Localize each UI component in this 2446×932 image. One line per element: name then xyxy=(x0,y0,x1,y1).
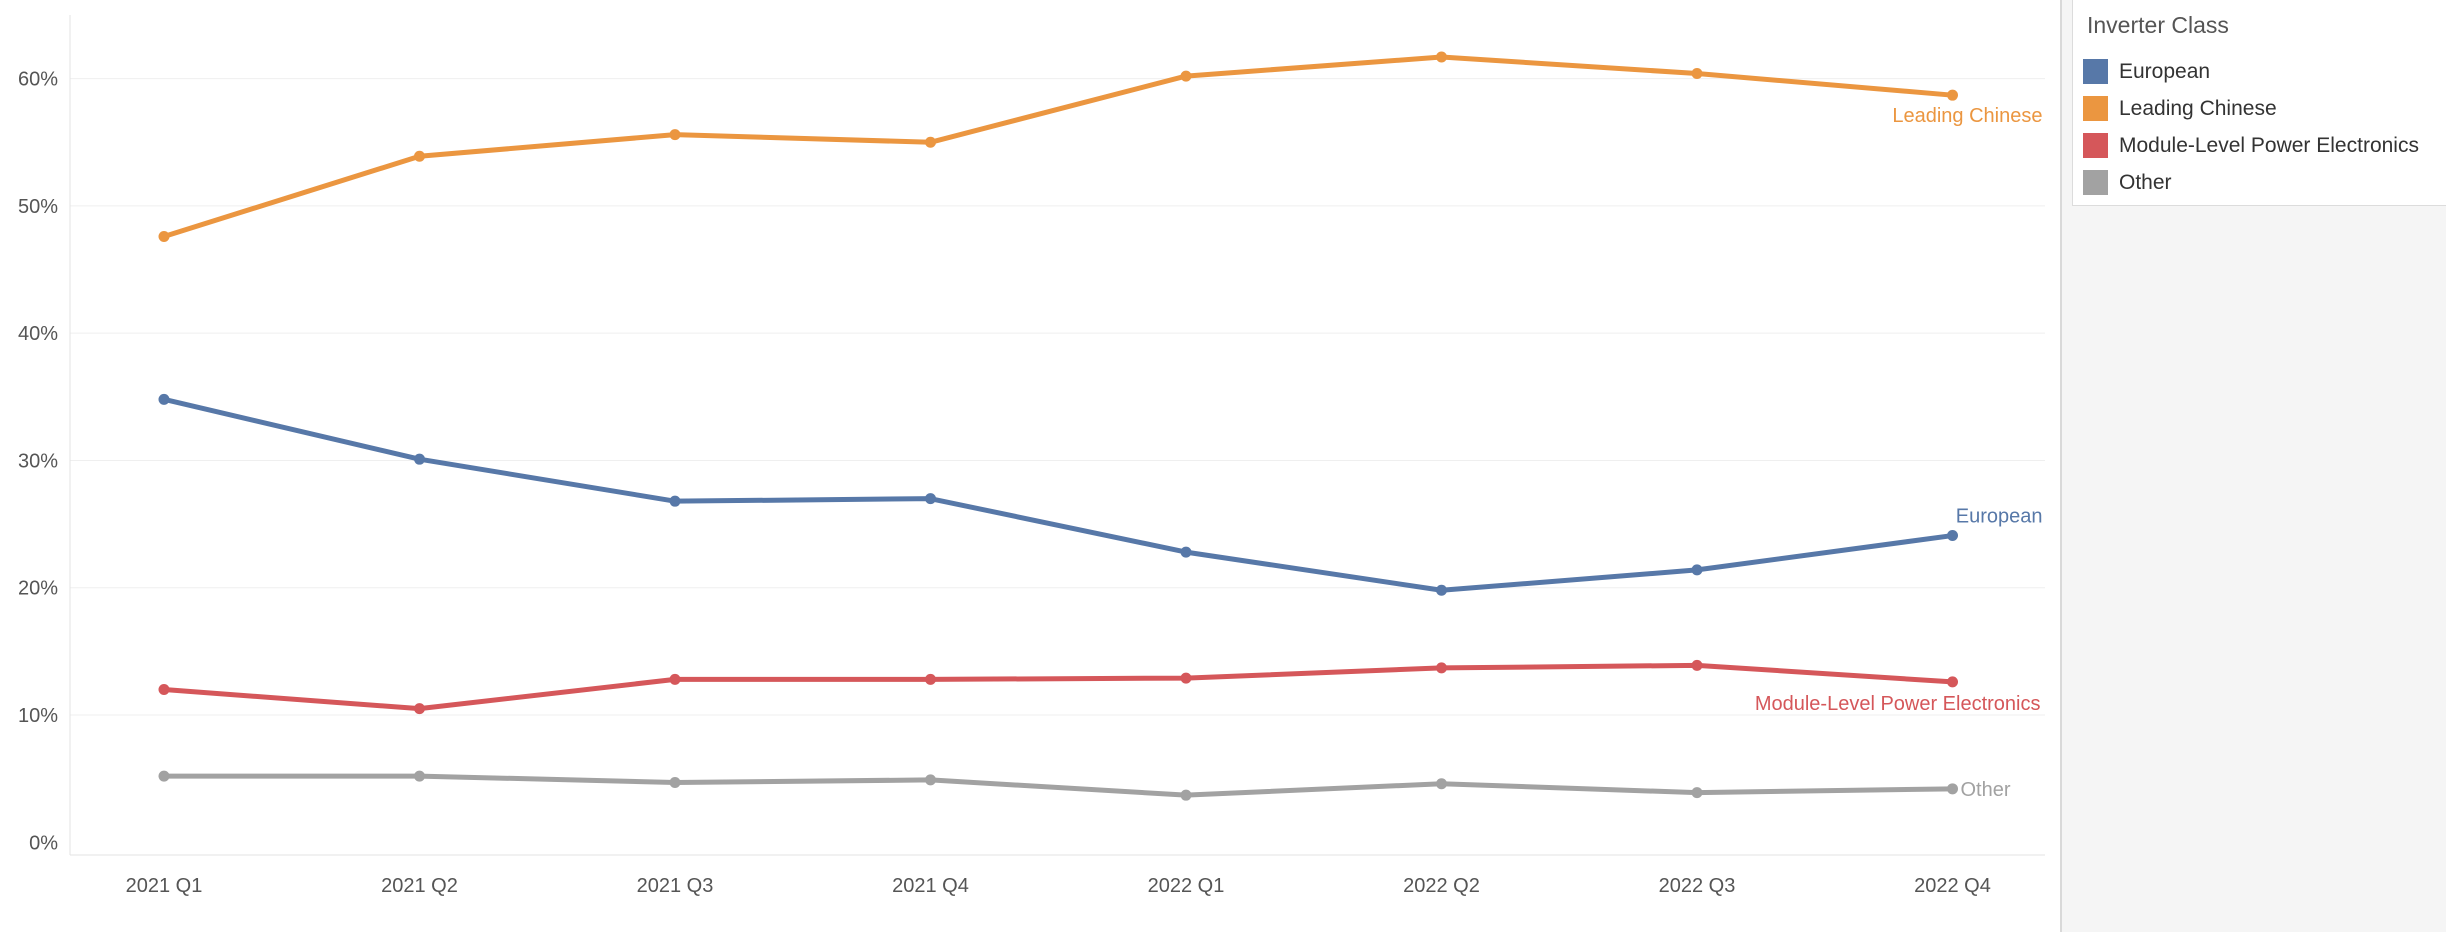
series-points xyxy=(158,51,1958,801)
legend-swatch-european xyxy=(2083,59,2108,84)
legend-pane: Inverter Class European Leading Chinese … xyxy=(2062,0,2446,932)
y-tick-label: 30% xyxy=(18,450,58,472)
data-point-european xyxy=(1691,564,1703,576)
legend-item-other[interactable]: Other xyxy=(2073,165,2446,199)
legend-title: Inverter Class xyxy=(2087,12,2229,38)
series-line-european xyxy=(161,396,1955,593)
series-end-labels: European Leading Chinese Module-Level Powe… xyxy=(1755,105,2043,801)
x-tick-label: 2021 Q2 xyxy=(381,875,458,897)
data-point-european xyxy=(1947,530,1958,542)
legend-label-module-level-power-electronics: Module-Level Power Electronics xyxy=(2119,134,2419,157)
data-point-other xyxy=(925,774,936,786)
data-point-module-level-power-electronics xyxy=(1691,659,1703,671)
legend-swatch-leading-chinese xyxy=(2083,96,2108,121)
y-axis-ticks: 0% 10% 20% 30% 40% 50% 60% xyxy=(18,69,58,855)
end-label-european: European xyxy=(1956,506,2043,528)
data-point-other xyxy=(1691,787,1703,799)
data-point-european xyxy=(925,493,936,505)
data-point-european xyxy=(669,495,681,507)
y-tick-label: 20% xyxy=(18,578,58,600)
y-tick-label: 50% xyxy=(18,196,58,218)
x-tick-label: 2021 Q4 xyxy=(892,875,969,897)
series-lines xyxy=(161,54,1955,798)
data-point-other xyxy=(1947,783,1958,795)
data-point-other xyxy=(1436,778,1447,790)
data-point-other xyxy=(669,776,681,788)
axes xyxy=(69,15,2045,856)
data-point-leading-chinese xyxy=(414,150,425,162)
legend-swatch-module-level-power-electronics xyxy=(2083,133,2108,158)
data-point-module-level-power-electronics xyxy=(669,673,681,685)
y-tick-label: 0% xyxy=(29,832,58,854)
data-point-leading-chinese xyxy=(1180,70,1192,82)
x-tick-label: 2022 Q4 xyxy=(1914,875,1991,897)
x-tick-label: 2022 Q2 xyxy=(1403,875,1480,897)
data-point-european xyxy=(158,393,170,405)
data-point-module-level-power-electronics xyxy=(1180,672,1192,684)
pane-divider xyxy=(2060,0,2062,932)
x-axis-ticks: 2021 Q1 2021 Q2 2021 Q3 2021 Q4 2022 Q1 2022 … xyxy=(126,875,1991,897)
legend: Inverter Class European Leading Chinese … xyxy=(2072,0,2446,206)
data-point-leading-chinese xyxy=(1436,51,1447,63)
legend-item-module-level-power-electronics[interactable]: Module-Level Power Electronics xyxy=(2073,128,2446,162)
legend-label-other: Other xyxy=(2119,171,2172,194)
data-point-module-level-power-electronics xyxy=(1436,662,1447,674)
data-point-other xyxy=(1180,789,1192,801)
data-point-module-level-power-electronics xyxy=(414,703,425,715)
chart-area: 0% 10% 20% 30% 40% 50% 60% 2021 Q1 2021 Q2 2021 … xyxy=(17,15,2045,897)
legend-item-european[interactable]: European xyxy=(2073,54,2446,88)
y-tick-label: 10% xyxy=(18,705,58,727)
data-point-leading-chinese xyxy=(1947,89,1958,101)
legend-swatch-other xyxy=(2083,170,2108,195)
x-tick-label: 2022 Q3 xyxy=(1659,875,1736,897)
series-line-leading-chinese xyxy=(161,54,1955,239)
line-chart: 0%10%20%30%40%50%60% 2021 Q1 2021 Q2 2021 … xyxy=(18,15,2045,897)
y-tick-label: 60% xyxy=(18,69,58,91)
x-tick-label: 2022 Q1 xyxy=(1148,875,1225,897)
data-point-module-level-power-electronics xyxy=(1947,676,1958,688)
legend-label-european: European xyxy=(2119,60,2211,83)
data-point-european xyxy=(1436,584,1447,596)
x-tick-label: 2021 Q3 xyxy=(637,875,714,897)
series-line-other xyxy=(161,773,1955,798)
end-label-other: Other xyxy=(1961,779,2011,801)
data-point-other xyxy=(414,770,425,782)
legend-label-leading-chinese: Leading Chinese xyxy=(2119,97,2277,120)
gridlines xyxy=(70,78,2045,716)
data-point-leading-chinese xyxy=(158,230,170,242)
x-tick-label: 2021 Q1 xyxy=(126,875,203,897)
data-point-module-level-power-electronics xyxy=(158,684,170,696)
data-point-module-level-power-electronics xyxy=(925,673,936,685)
end-label-module-level-power-electronics: Module-Level Power Electronics xyxy=(1755,693,2041,715)
y-tick-label: 40% xyxy=(18,323,58,345)
data-point-european xyxy=(414,453,425,465)
legend-item-leading-chinese[interactable]: Leading Chinese xyxy=(2073,91,2446,125)
data-point-leading-chinese xyxy=(925,136,936,148)
data-point-other xyxy=(158,770,170,782)
series-line-module-level-power-electronics xyxy=(161,662,1955,712)
end-label-leading-chinese: Leading Chinese xyxy=(1892,105,2042,127)
data-point-leading-chinese xyxy=(669,129,681,141)
data-point-european xyxy=(1180,546,1192,558)
data-point-leading-chinese xyxy=(1691,68,1703,80)
